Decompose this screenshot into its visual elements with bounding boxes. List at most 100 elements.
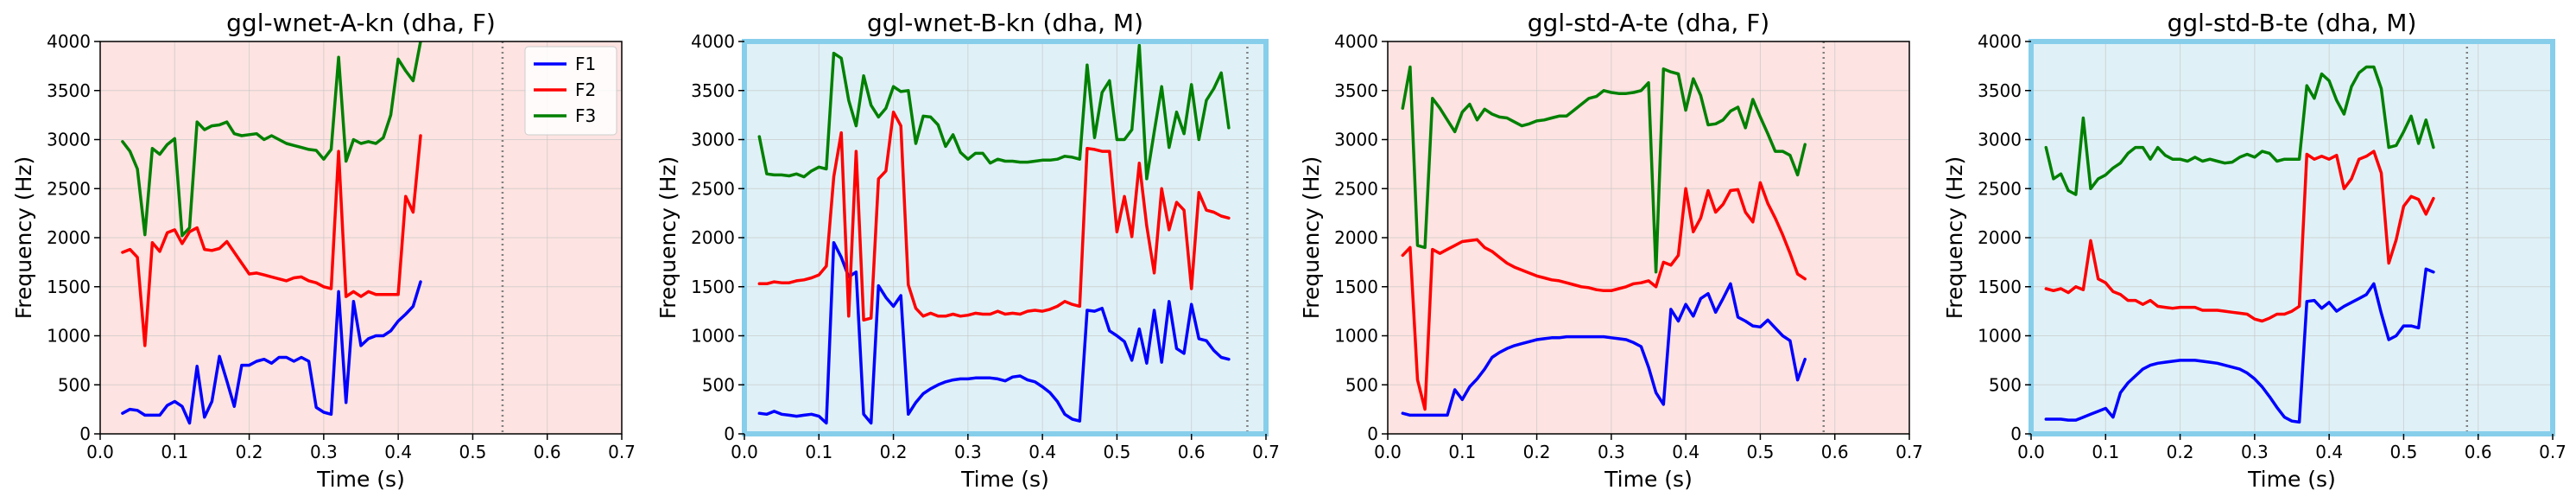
y-tick-label: 3500 xyxy=(1334,80,1378,101)
legend-box xyxy=(524,46,617,136)
x-tick-label: 0.7 xyxy=(1896,442,1923,462)
y-tick-label: 500 xyxy=(58,374,91,395)
x-tick-label: 0.3 xyxy=(2241,442,2269,462)
x-tick-label: 0.6 xyxy=(1178,442,1206,462)
y-axis-label: Frequency (Hz) xyxy=(1942,156,1967,320)
x-tick-label: 0.5 xyxy=(2390,442,2418,462)
x-axis-label: Time (s) xyxy=(1604,467,1693,492)
y-axis-label: Frequency (Hz) xyxy=(1299,156,1324,320)
y-tick-label: 3500 xyxy=(1978,80,2022,101)
y-tick-label: 1500 xyxy=(1334,277,1378,297)
series-line-f3 xyxy=(121,41,422,238)
chart-panel-3: 0.0 0.1 0.2 0.3 0.4 0.5 0.6 0.7 0 500 1000 1500 2000… xyxy=(1299,9,1923,492)
x-tick-label: 0.5 xyxy=(459,442,487,462)
y-tick-label: 0 xyxy=(1367,423,1378,444)
y-tick-label: 3500 xyxy=(47,80,91,101)
y-tick-label: 1500 xyxy=(691,277,735,297)
x-axis-label: Time (s) xyxy=(316,467,405,492)
y-tick-label: 2000 xyxy=(1334,227,1378,248)
x-tick-label: 0.6 xyxy=(534,442,561,462)
chart-panel-4: 0.0 0.1 0.2 0.3 0.4 0.5 0.6 0.7 0 500 1000 1500 2000… xyxy=(1942,9,2567,492)
y-tick-label: 0 xyxy=(724,423,735,444)
x-tick-label: 0.0 xyxy=(731,442,758,462)
series-line-f2 xyxy=(757,110,1231,322)
series-line-f2 xyxy=(2044,150,2435,323)
chart-title: ggl-std-A-te (dha, F) xyxy=(1528,9,1769,37)
x-tick-label: 0.4 xyxy=(1029,442,1056,462)
x-tick-label: 0.1 xyxy=(2092,442,2119,462)
x-tick-label: 0.2 xyxy=(1523,442,1551,462)
y-tick-label: 1000 xyxy=(691,326,735,347)
y-tick-label: 3000 xyxy=(1334,130,1378,150)
y-tick-label: 500 xyxy=(1989,374,2022,395)
chart-title: ggl-std-B-te (dha, M) xyxy=(2168,9,2417,37)
series-line-f3 xyxy=(1401,65,1807,274)
x-tick-label: 0.7 xyxy=(608,442,636,462)
series-line-f3 xyxy=(2044,65,2435,196)
y-tick-label: 2500 xyxy=(691,178,735,199)
series-line-f2 xyxy=(121,134,422,347)
x-axis-label: Time (s) xyxy=(960,467,1049,492)
y-tick-label: 500 xyxy=(702,374,735,395)
x-tick-label: 0.0 xyxy=(86,442,114,462)
legend-label-f1: F1 xyxy=(575,54,596,74)
y-tick-label: 4000 xyxy=(1334,31,1378,52)
series-lines xyxy=(121,41,422,425)
chart-panel-2: 0.0 0.1 0.2 0.3 0.4 0.5 0.6 0.7 0 500 1000 1500 2000… xyxy=(655,9,1280,492)
legend-label-f3: F3 xyxy=(575,105,596,126)
y-tick-label: 4000 xyxy=(1978,31,2022,52)
x-tick-label: 0.0 xyxy=(2017,442,2045,462)
series-line-f3 xyxy=(757,43,1231,181)
series-line-f1 xyxy=(2044,267,2435,424)
x-tick-label: 0.1 xyxy=(1448,442,1476,462)
legend: F1 F2 F3 xyxy=(524,46,617,136)
x-tick-label: 0.1 xyxy=(161,442,188,462)
series-line-f1 xyxy=(757,240,1231,425)
y-axis-label: Frequency (Hz) xyxy=(11,156,36,320)
x-tick-label: 0.2 xyxy=(880,442,908,462)
y-tick-label: 2500 xyxy=(1978,178,2022,199)
x-tick-label: 0.3 xyxy=(310,442,338,462)
x-tick-label: 0.5 xyxy=(1747,442,1775,462)
x-tick-label: 0.6 xyxy=(2465,442,2492,462)
x-tick-label: 0.6 xyxy=(1821,442,1849,462)
y-tick-label: 500 xyxy=(1345,374,1378,395)
x-tick-label: 0.7 xyxy=(2539,442,2567,462)
chart-title: ggl-wnet-B-kn (dha, M) xyxy=(867,9,1143,37)
y-tick-label: 2000 xyxy=(47,227,91,248)
x-tick-label: 0.2 xyxy=(2167,442,2194,462)
legend-label-f2: F2 xyxy=(575,80,596,100)
series-line-f1 xyxy=(121,280,422,425)
series-lines xyxy=(757,43,1231,425)
x-tick-label: 0.5 xyxy=(1104,442,1131,462)
x-tick-label: 0.4 xyxy=(1672,442,1699,462)
y-tick-label: 1000 xyxy=(1334,326,1378,347)
series-lines xyxy=(2044,65,2435,424)
series-line-f2 xyxy=(1401,181,1807,411)
y-tick-label: 1500 xyxy=(1978,277,2022,297)
series-lines xyxy=(1401,65,1807,417)
y-tick-label: 4000 xyxy=(691,31,735,52)
y-tick-label: 0 xyxy=(2010,423,2022,444)
y-tick-label: 2500 xyxy=(47,178,91,199)
x-tick-label: 0.2 xyxy=(236,442,263,462)
y-tick-label: 3500 xyxy=(691,80,735,101)
y-axis-label: Frequency (Hz) xyxy=(655,156,680,320)
x-tick-label: 0.3 xyxy=(1598,442,1625,462)
x-tick-label: 0.1 xyxy=(805,442,832,462)
y-tick-label: 2000 xyxy=(1978,227,2022,248)
y-tick-label: 2000 xyxy=(691,227,735,248)
chart-panel-1: 0.0 0.1 0.2 0.3 0.4 0.5 0.6 0.7 0 500 1000 1500 2000… xyxy=(11,9,636,492)
y-tick-label: 4000 xyxy=(47,31,91,52)
x-axis-label: Time (s) xyxy=(2247,467,2336,492)
x-tick-label: 0.7 xyxy=(1252,442,1280,462)
x-tick-label: 0.4 xyxy=(2315,442,2343,462)
x-tick-label: 0.4 xyxy=(384,442,412,462)
y-tick-label: 1000 xyxy=(47,326,91,347)
y-tick-label: 3000 xyxy=(1978,130,2022,150)
series-line-f1 xyxy=(1401,282,1807,417)
y-tick-label: 1500 xyxy=(47,277,91,297)
x-tick-label: 0.3 xyxy=(954,442,982,462)
y-tick-label: 3000 xyxy=(47,130,91,150)
